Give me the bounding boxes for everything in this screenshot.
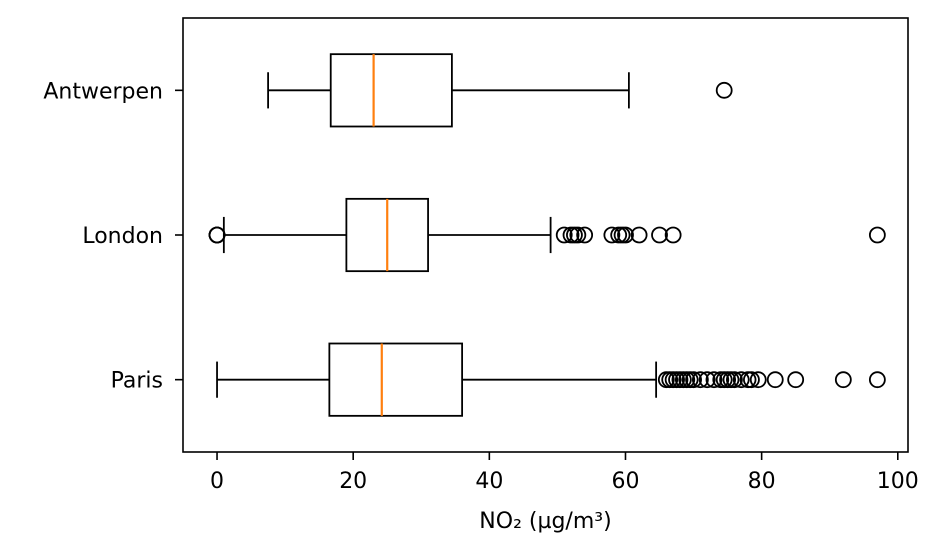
box-paris [328,342,464,417]
flier-paris [743,371,760,389]
flier-paris [726,371,743,389]
x-tick-label: 100 [877,469,919,494]
flier-antwerpen [715,81,733,99]
box-group-paris [216,342,886,417]
flier-london [630,226,648,244]
flier-paris [691,371,709,389]
x-axis-label: NO₂ (µg/m³) [479,509,611,534]
x-tick-label: 60 [611,469,639,494]
y-tick-label-paris: Paris [111,369,163,394]
x-tick-label: 20 [339,469,367,494]
flier-paris [787,371,805,389]
box-group-london [208,197,886,273]
flier-paris [698,371,716,389]
flier-paris [732,371,750,389]
flier-paris [834,371,852,389]
flier-london [617,226,634,244]
flier-paris [685,371,702,389]
x-tick-label: 0 [210,469,224,494]
x-tick-label: 80 [748,469,776,494]
flier-paris [749,371,767,389]
flier-london [664,226,682,244]
y-tick-label-london: London [82,224,163,249]
box-group-antwerpen [267,53,733,128]
flier-london [208,226,226,244]
flier-paris [868,371,886,389]
box-antwerpen [329,53,453,128]
plot-area [208,53,886,417]
y-tick-label-antwerpen: Antwerpen [43,79,163,104]
flier-paris [766,371,784,389]
flier-paris [705,371,723,389]
flier-london [651,226,668,244]
flier-london [569,226,587,244]
x-axis: 0 20 40 60 80 100 [210,452,919,494]
y-axis: Antwerpen London Paris [43,79,183,394]
x-tick-label: 40 [475,469,503,494]
flier-london [576,226,594,244]
flier-london [603,226,621,244]
flier-london [868,226,886,244]
flier-london [613,226,631,244]
flier-london [555,226,573,244]
